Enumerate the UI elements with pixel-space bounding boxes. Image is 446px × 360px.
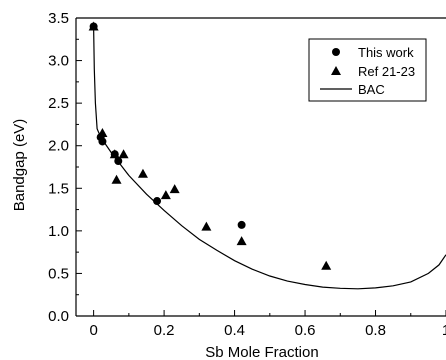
y-axis-ticks: 0.0 0.5 1.0 1.5 2.0 2.5 3.0 3.5 xyxy=(48,10,82,325)
x-tick-label: 0.4 xyxy=(224,322,245,339)
legend-marker-this-work xyxy=(332,48,340,56)
ref-21-23-point xyxy=(169,184,180,194)
legend: This work Ref 21-23 BAC xyxy=(308,38,427,102)
x-axis-ticks: 0 0.2 0.4 0.6 0.8 1 xyxy=(89,310,446,339)
x-tick-label: 0 xyxy=(89,322,97,339)
ref-21-23-point xyxy=(97,127,108,137)
y-tick-label: 2.5 xyxy=(48,95,69,112)
ref-21-23-point xyxy=(109,149,120,159)
ref-21-23-point xyxy=(111,174,122,184)
y-tick-label: 2.0 xyxy=(48,138,69,155)
y-axis-label: Bandgap (eV) xyxy=(11,119,28,212)
legend-label-bac: BAC xyxy=(358,82,385,97)
x-tick-label: 1 xyxy=(442,322,446,339)
x-tick-label: 0.2 xyxy=(154,322,175,339)
legend-box xyxy=(308,38,427,102)
ref-21-23-point xyxy=(236,236,247,246)
y-tick-label: 1.5 xyxy=(48,180,69,197)
this-work-point xyxy=(153,197,162,206)
ref-21-23-point xyxy=(160,190,171,200)
x-tick-label: 0.8 xyxy=(365,322,386,339)
data-points xyxy=(88,21,332,270)
x-tick-label: 0.6 xyxy=(295,322,316,339)
this-work-point xyxy=(237,220,246,229)
this-work-point xyxy=(114,157,123,166)
y-tick-label: 0.0 xyxy=(48,308,69,325)
ref-21-23-point xyxy=(137,168,148,178)
ref-21-23-point xyxy=(321,260,332,270)
x-axis-label: Sb Mole Fraction xyxy=(205,344,318,360)
y-tick-label: 3.0 xyxy=(48,53,69,70)
y-tick-label: 3.5 xyxy=(48,10,69,27)
y-tick-label: 0.5 xyxy=(48,265,69,282)
ref-21-23-point xyxy=(118,149,129,159)
ref-21-23-point xyxy=(201,221,212,231)
legend-marker-ref-21-23 xyxy=(331,66,341,75)
y-tick-label: 1.0 xyxy=(48,223,69,240)
ref-21-23-point xyxy=(88,21,99,31)
legend-label-ref-21-23: Ref 21-23 xyxy=(358,64,415,79)
this-work-point xyxy=(98,137,107,146)
legend-label-this-work: This work xyxy=(358,45,414,60)
